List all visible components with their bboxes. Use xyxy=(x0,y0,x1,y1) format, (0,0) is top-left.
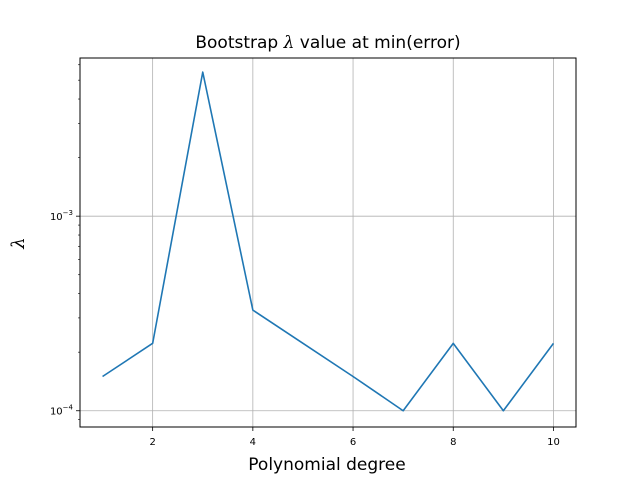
x-tick-label: 6 xyxy=(350,437,356,448)
x-axis: 2 4 6 8 10 xyxy=(149,427,560,448)
y-tick-label: 10−4 xyxy=(50,404,74,418)
y-axis: 10−4 10−3 xyxy=(50,64,80,420)
plot-area-frame xyxy=(79,57,577,428)
y-axis-label: λ xyxy=(8,237,29,249)
chart-title: Bootstrap λ value at min(error) xyxy=(195,33,460,53)
y-tick-label: 10−3 xyxy=(50,209,73,223)
title-text-part: Bootstrap xyxy=(195,33,283,53)
x-tick-label: 2 xyxy=(149,437,155,448)
x-axis-label: Polynomial degree xyxy=(248,455,405,475)
x-tick-label: 8 xyxy=(450,437,456,448)
x-tick-label: 4 xyxy=(250,437,256,448)
title-text-part: value at min(error) xyxy=(294,33,460,53)
x-tick-label: 10 xyxy=(547,437,560,448)
series-line xyxy=(102,71,555,412)
series-layer xyxy=(102,71,555,412)
title-lambda-symbol: λ xyxy=(283,33,295,53)
grid xyxy=(80,58,576,427)
